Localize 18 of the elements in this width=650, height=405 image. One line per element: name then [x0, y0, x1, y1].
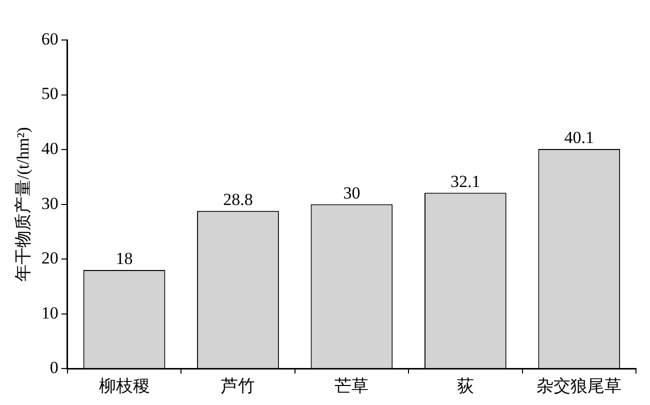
- data-label: 32.1: [450, 172, 480, 191]
- y-axis-title: 年干物质产量/(t/hm²): [14, 127, 33, 282]
- y-tick-label: 10: [41, 303, 58, 322]
- data-label: 18: [116, 248, 133, 268]
- data-label: 30: [343, 183, 360, 202]
- y-tick-label: 40: [41, 139, 58, 158]
- data-label: 40.1: [564, 128, 594, 147]
- x-tick-label: 芦竹: [220, 376, 255, 396]
- y-tick-label: 60: [41, 29, 58, 48]
- x-tick-label: 芒草: [334, 376, 369, 396]
- y-tick-label: 30: [41, 194, 58, 213]
- data-label: 28.8: [223, 190, 253, 209]
- x-tick-label: 柳枝稷: [98, 376, 150, 396]
- x-tick-label: 杂交狼尾草: [536, 376, 622, 396]
- y-tick-label: 20: [41, 248, 58, 268]
- x-tick-label: 荻: [456, 376, 474, 396]
- y-tick-label: 0: [50, 358, 58, 378]
- y-tick-label: 50: [41, 84, 58, 104]
